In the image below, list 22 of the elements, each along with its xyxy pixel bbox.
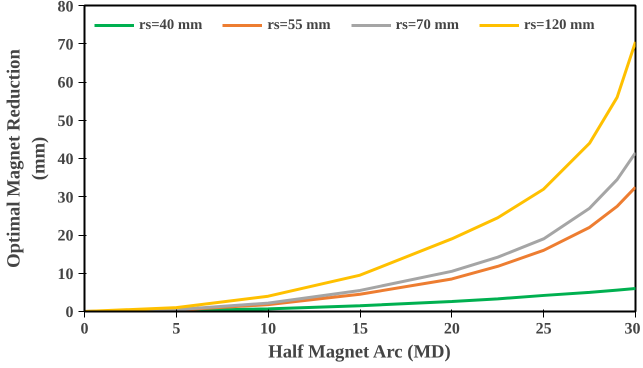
legend-label: rs=70 mm — [396, 16, 459, 34]
y-tick-label: 40 — [58, 151, 74, 168]
y-tick-label: 0 — [66, 304, 74, 321]
y-tick-label: 80 — [58, 0, 74, 16]
x-tick-label: 5 — [172, 320, 180, 338]
legend-label: rs=120 mm — [524, 16, 595, 34]
legend-label: rs=55 mm — [267, 16, 331, 34]
y-tick-label: 50 — [58, 112, 74, 130]
x-axis-title: Half Magnet Arc (MD) — [268, 342, 451, 362]
x-tick-label: 10 — [260, 320, 276, 338]
y-tick-label: 70 — [58, 36, 74, 54]
y-tick-label: 20 — [58, 228, 74, 244]
x-tick-label: 15 — [352, 320, 368, 338]
x-tick-label: 25 — [536, 320, 552, 338]
x-tick-label: 20 — [444, 320, 460, 338]
x-tick-label: 30 — [624, 320, 640, 338]
y-tick-label: 30 — [58, 189, 74, 206]
legend-label: rs=40 mm — [139, 16, 202, 34]
y-axis-title: Optimal Magnet Reduction (mm) — [3, 48, 50, 268]
y-tick-label: 60 — [58, 74, 74, 92]
y-tick-label: 10 — [58, 266, 74, 283]
x-tick-label: 0 — [80, 320, 88, 338]
